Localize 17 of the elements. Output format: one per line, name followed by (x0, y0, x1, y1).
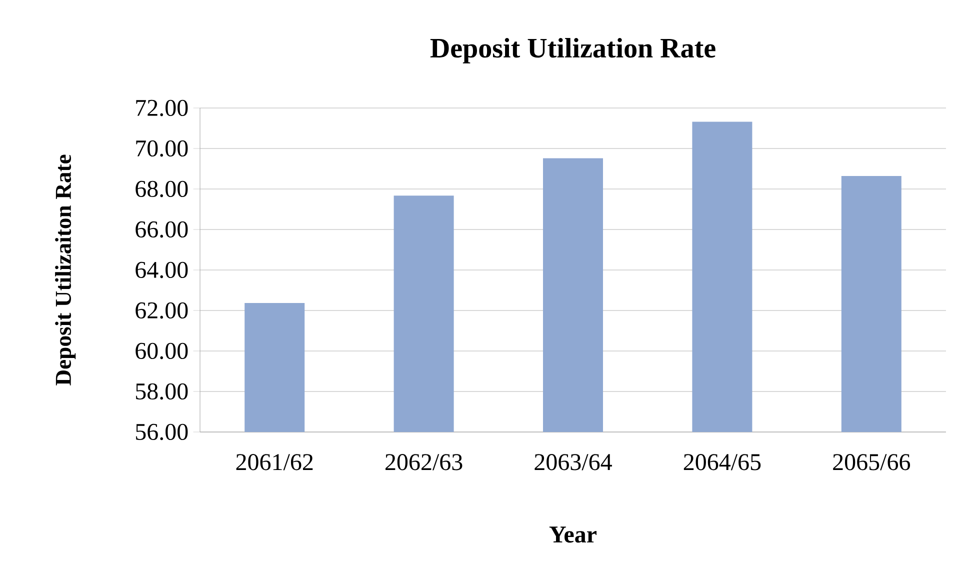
y-tick-label: 72.00 (136, 100, 188, 116)
x-tick-label: 2065/66 (833, 454, 910, 470)
y-tick-label: 66.00 (136, 221, 188, 238)
x-tick-label: 2062/63 (386, 454, 462, 470)
x-tick-label: 2064/65 (684, 454, 761, 470)
y-tick-label: 68.00 (136, 180, 188, 198)
y-tick-label: 58.00 (136, 383, 188, 400)
x-axis-title: Year (549, 526, 597, 543)
x-tick-label: 2061/62 (236, 454, 313, 470)
y-axis-title: Deposit Utilizaiton Rate (55, 154, 76, 386)
chart-title: Deposit Utilization Rate (430, 38, 716, 64)
x-tick-label: 2063/64 (534, 454, 612, 470)
y-tick-label: 70.00 (136, 140, 188, 157)
y-tick-label: 56.00 (136, 424, 188, 440)
y-tick-label: 64.00 (136, 262, 188, 278)
y-tick-label: 62.00 (136, 302, 188, 319)
y-tick-label: 60.00 (136, 342, 188, 360)
